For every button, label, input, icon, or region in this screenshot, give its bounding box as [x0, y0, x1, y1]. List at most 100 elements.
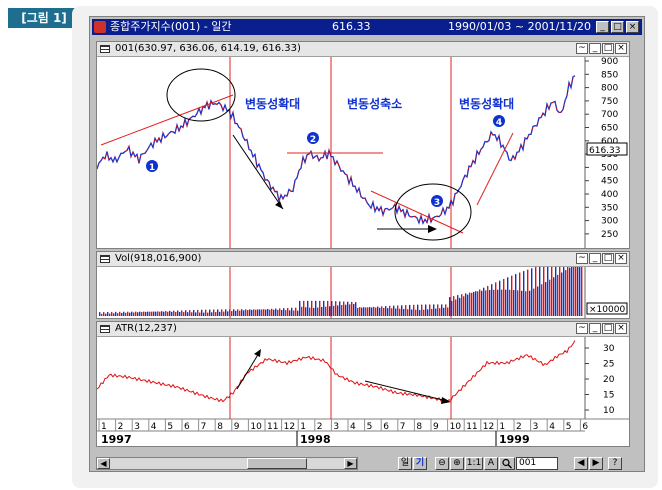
- volume-bar: [277, 309, 279, 316]
- volume-bar: [553, 277, 555, 316]
- volume-bar: [159, 311, 161, 316]
- volume-bar: [515, 274, 517, 316]
- volume-bar: [241, 309, 243, 316]
- volume-bar: [537, 286, 539, 316]
- price-axis-label: 450: [601, 177, 618, 187]
- pane-menu-icon[interactable]: [100, 255, 110, 263]
- current-value-box: 616.33: [589, 146, 621, 156]
- price-axis-label: 250: [601, 230, 618, 240]
- pane-maximize-icon[interactable]: □: [602, 323, 614, 334]
- volume-bar: [213, 309, 215, 316]
- pane-chart-icon[interactable]: ~: [576, 43, 588, 54]
- pane-close-icon[interactable]: ×: [615, 43, 627, 54]
- scroll-thumb[interactable]: [247, 458, 307, 469]
- volume-bar: [375, 307, 377, 316]
- atr-pane-title: ATR(12,237): [115, 323, 177, 334]
- volume-bar: [147, 311, 149, 316]
- volume-bar: [117, 313, 119, 316]
- volume-bar: [251, 309, 253, 316]
- pane-minimize-icon[interactable]: _: [589, 43, 601, 54]
- volume-bar: [425, 304, 427, 316]
- text-tool-button[interactable]: A: [484, 457, 498, 470]
- pane-maximize-icon[interactable]: □: [602, 43, 614, 54]
- volume-bar: [497, 289, 499, 316]
- volume-bar: [379, 307, 381, 316]
- mode-day-button[interactable]: 기: [413, 457, 427, 470]
- volume-bar: [207, 312, 209, 316]
- price-axis-label: 600: [601, 137, 618, 147]
- atr-axis-label: 30: [603, 344, 615, 354]
- volume-bar: [123, 311, 125, 316]
- volume-bar: [191, 312, 193, 316]
- scroll-left-button[interactable]: ◀: [97, 458, 110, 469]
- search-icon[interactable]: [499, 457, 515, 470]
- volume-bar: [199, 312, 201, 316]
- volume-bar: [437, 304, 439, 316]
- volume-bar: [355, 302, 357, 316]
- close-button[interactable]: ×: [626, 21, 639, 33]
- volume-bar: [99, 312, 101, 316]
- volume-bar: [185, 310, 187, 316]
- minimize-button[interactable]: _: [596, 21, 609, 33]
- volume-bar: [129, 312, 131, 316]
- volume-bar: [307, 300, 309, 316]
- volume-bar: [555, 267, 557, 316]
- scroll-right-button[interactable]: ▶: [344, 458, 357, 469]
- pane-minimize-icon[interactable]: _: [589, 323, 601, 334]
- marker-1: 1: [149, 163, 155, 173]
- volume-bar: [275, 308, 277, 316]
- month-label: 8: [217, 422, 223, 432]
- atr-pane: ATR(12,237) ~ _ □ × 30 25 20 15 10 1 2 3 4 5 6 7 8 9 10 1…: [96, 321, 630, 447]
- month-label: 1: [499, 422, 505, 432]
- pane-close-icon[interactable]: ×: [615, 323, 627, 334]
- maximize-button[interactable]: □: [611, 21, 624, 33]
- nav-first-button[interactable]: ◀: [574, 457, 588, 470]
- window-price: 616.33: [332, 20, 371, 33]
- month-label: 9: [433, 422, 439, 432]
- volume-bar: [393, 305, 395, 316]
- volume-bar: [315, 300, 317, 316]
- ratio-button[interactable]: 1:1: [465, 457, 483, 470]
- volume-bar: [369, 307, 371, 316]
- volume-bar: [187, 312, 189, 316]
- volume-bar: [401, 305, 403, 316]
- chart-window: 종합주가지수(001) - 일간 616.33 1990/01/03 ~ 200…: [89, 16, 645, 472]
- volume-bar: [209, 309, 211, 316]
- volume-bar: [549, 279, 551, 316]
- volume-bar: [561, 272, 563, 316]
- volume-bar: [271, 308, 273, 316]
- volume-bar: [453, 296, 455, 316]
- price-axis-label: 800: [601, 84, 618, 94]
- volume-bar: [575, 267, 577, 316]
- help-button[interactable]: ?: [608, 457, 622, 470]
- pane-chart-icon[interactable]: ~: [576, 253, 588, 264]
- title-bar[interactable]: 종합주가지수(001) - 일간 616.33 1990/01/03 ~ 200…: [92, 19, 642, 35]
- volume-pane: Vol(918,016,900) ~ _ □ × ×10000: [96, 251, 630, 319]
- volume-bar: [559, 267, 561, 316]
- volume-bar: [405, 305, 407, 316]
- zoom-in-button[interactable]: ⊕: [450, 457, 464, 470]
- pane-chart-icon[interactable]: ~: [576, 323, 588, 334]
- code-input[interactable]: 001: [516, 457, 558, 470]
- pane-menu-icon[interactable]: [100, 45, 110, 53]
- nav-next-button[interactable]: ▶: [589, 457, 603, 470]
- mode-week-button[interactable]: 일: [398, 457, 412, 470]
- horizontal-scrollbar[interactable]: ◀ ▶: [96, 457, 358, 470]
- pane-close-icon[interactable]: ×: [615, 253, 627, 264]
- price-chart: 9008508007507006506005505004504003503002…: [97, 57, 628, 248]
- volume-chart: ×10000: [99, 267, 628, 318]
- volume-bar: [541, 284, 543, 316]
- volume-bar: [135, 311, 137, 316]
- zoom-out-button[interactable]: ⊖: [435, 457, 449, 470]
- pane-maximize-icon[interactable]: □: [602, 253, 614, 264]
- pane-minimize-icon[interactable]: _: [589, 253, 601, 264]
- volume-bar: [517, 290, 519, 316]
- pane-menu-icon[interactable]: [100, 325, 110, 333]
- volume-bar: [195, 312, 197, 316]
- volume-bar: [265, 309, 267, 316]
- month-label: 9: [234, 422, 240, 432]
- volume-bar: [105, 313, 107, 316]
- volume-bar: [495, 282, 497, 316]
- volume-bar: [115, 311, 117, 316]
